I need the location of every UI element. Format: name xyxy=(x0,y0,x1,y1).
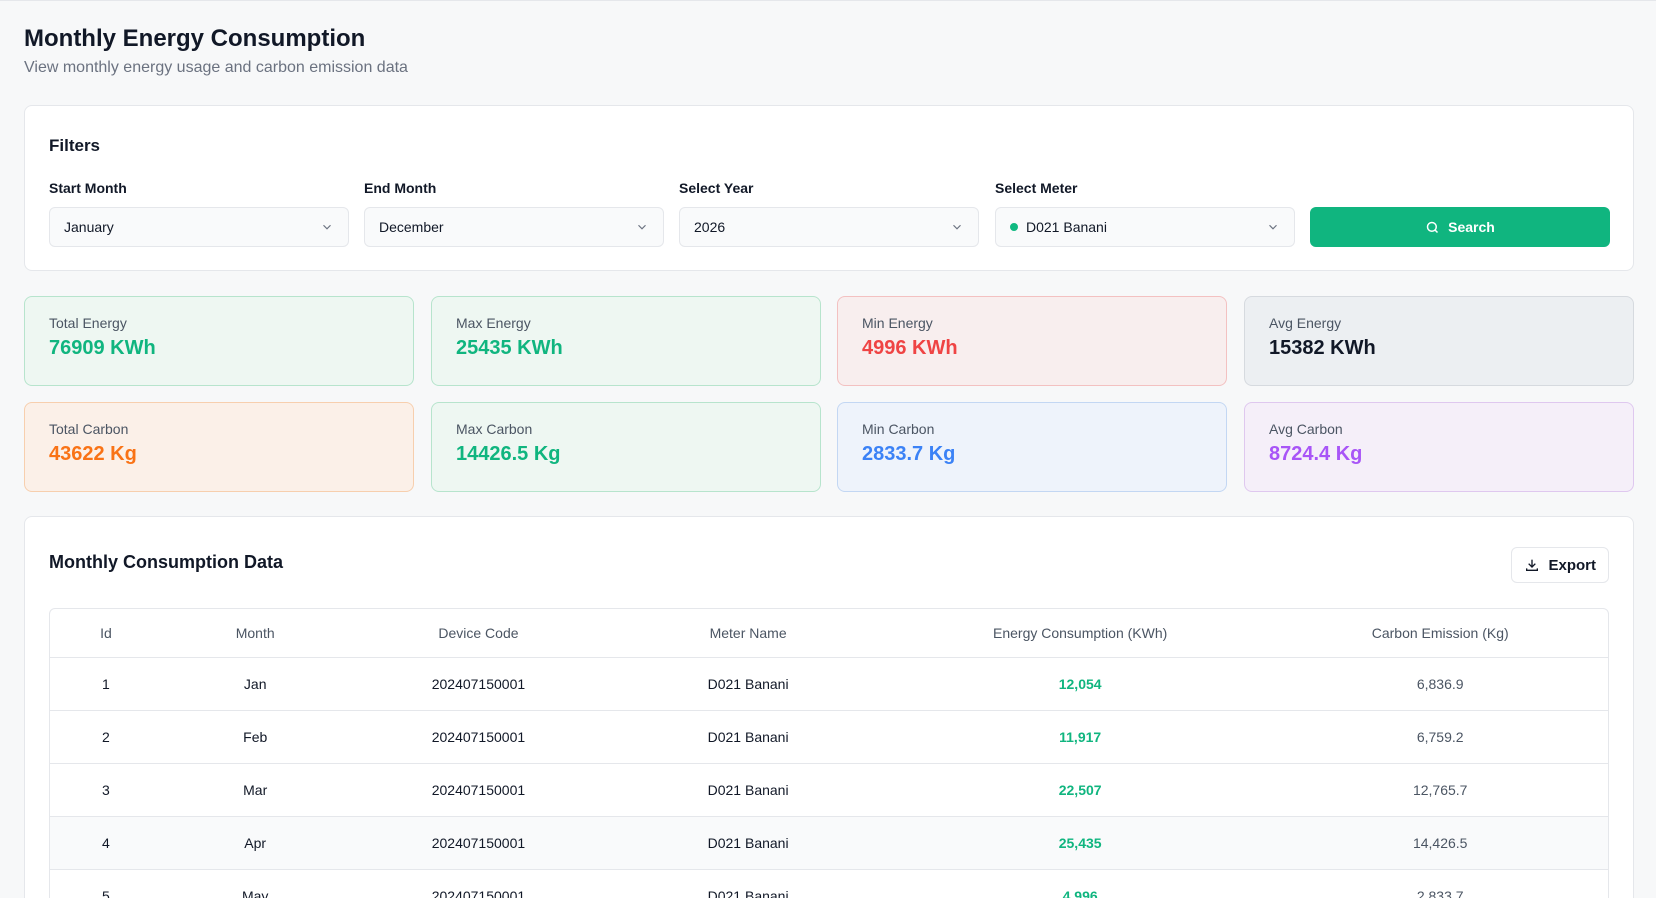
meter-select[interactable]: D021 Banani xyxy=(995,207,1295,247)
table-row[interactable]: 3 Mar 202407150001 D021 Banani 22,507 12… xyxy=(50,763,1608,817)
stat-label: Avg Carbon xyxy=(1269,421,1343,437)
table-row[interactable]: 2 Feb 202407150001 D021 Banani 11,917 6,… xyxy=(50,710,1608,764)
stat-value: 76909 KWh xyxy=(49,337,156,359)
cell-meter-name: D021 Banani xyxy=(608,710,888,764)
stat-value: 25435 KWh xyxy=(456,337,563,359)
cell-meter-name: D021 Banani xyxy=(608,869,888,898)
table-title: Monthly Consumption Data xyxy=(49,552,283,572)
search-button[interactable]: Search xyxy=(1310,207,1610,247)
stat-max-energy: Max Energy 25435 KWh xyxy=(431,296,821,386)
status-dot-icon xyxy=(1010,223,1018,231)
chevron-down-icon xyxy=(638,224,646,230)
column-header-device-code[interactable]: Device Code xyxy=(348,609,609,658)
page-subtitle: View monthly energy usage and carbon emi… xyxy=(24,59,408,76)
cell-device-code: 202407150001 xyxy=(348,763,609,817)
column-header-month[interactable]: Month xyxy=(161,609,349,658)
stat-min-carbon: Min Carbon 2833.7 Kg xyxy=(837,402,1227,492)
filters-title: Filters xyxy=(49,136,101,155)
cell-id: 5 xyxy=(50,869,162,898)
stat-min-energy: Min Energy 4996 KWh xyxy=(837,296,1227,386)
year-label: Select Year xyxy=(679,180,754,196)
table-row[interactable]: 4 Apr 202407150001 D021 Banani 25,435 14… xyxy=(50,816,1608,870)
cell-device-code: 202407150001 xyxy=(348,816,609,870)
start-month-label: Start Month xyxy=(49,180,127,196)
stat-label: Max Energy xyxy=(456,315,531,331)
filters-card: Filters Start Month January End Month De… xyxy=(24,105,1634,271)
page: Monthly Energy Consumption View monthly … xyxy=(24,1,1634,898)
consumption-table-card: Monthly Consumption Data Export Id Month… xyxy=(24,516,1634,898)
cell-carbon: 6,759.2 xyxy=(1272,710,1608,764)
stat-label: Max Carbon xyxy=(456,421,533,437)
cell-month: Feb xyxy=(161,710,349,764)
cell-device-code: 202407150001 xyxy=(348,869,609,898)
start-month-select[interactable]: January xyxy=(49,207,349,247)
year-value: 2026 xyxy=(694,219,726,235)
page-title: Monthly Energy Consumption xyxy=(24,25,366,52)
cell-id: 2 xyxy=(50,710,162,764)
cell-month: Apr xyxy=(161,816,349,870)
stat-value: 15382 KWh xyxy=(1269,337,1376,359)
cell-month: Jan xyxy=(161,657,349,711)
stat-value: 8724.4 Kg xyxy=(1269,443,1363,465)
meter-label: Select Meter xyxy=(995,180,1078,196)
cell-energy: 4,996 xyxy=(887,869,1273,898)
meter-value: D021 Banani xyxy=(1026,219,1107,235)
stat-label: Avg Energy xyxy=(1269,315,1342,331)
cell-carbon: 6,836.9 xyxy=(1272,657,1608,711)
cell-meter-name: D021 Banani xyxy=(608,816,888,870)
column-header-id[interactable]: Id xyxy=(50,609,162,658)
stat-value: 43622 Kg xyxy=(49,443,137,465)
cell-carbon: 12,765.7 xyxy=(1272,763,1608,817)
chevron-down-icon xyxy=(323,224,331,230)
stat-label: Min Carbon xyxy=(862,421,935,437)
cell-meter-name: D021 Banani xyxy=(608,657,888,711)
stat-total-carbon: Total Carbon 43622 Kg xyxy=(24,402,414,492)
stat-avg-carbon: Avg Carbon 8724.4 Kg xyxy=(1244,402,1634,492)
stat-value: 14426.5 Kg xyxy=(456,443,561,465)
cell-id: 4 xyxy=(50,816,162,870)
cell-carbon: 2,833.7 xyxy=(1272,869,1608,898)
table-header-row: Id Month Device Code Meter Name Energy C… xyxy=(50,609,1608,658)
column-header-meter-name[interactable]: Meter Name xyxy=(608,609,888,658)
search-button-label: Search xyxy=(1448,219,1495,235)
start-month-value: January xyxy=(64,219,114,235)
stat-value: 4996 KWh xyxy=(862,337,958,359)
cell-month: May xyxy=(161,869,349,898)
end-month-label: End Month xyxy=(364,180,437,196)
chevron-down-icon xyxy=(1269,224,1277,230)
download-icon xyxy=(1526,559,1539,571)
cell-device-code: 202407150001 xyxy=(348,710,609,764)
end-month-value: December xyxy=(379,219,444,235)
table-row[interactable]: 5 May 202407150001 D021 Banani 4,996 2,8… xyxy=(50,869,1608,898)
stat-total-energy: Total Energy 76909 KWh xyxy=(24,296,414,386)
stat-avg-energy: Avg Energy 15382 KWh xyxy=(1244,296,1634,386)
search-icon xyxy=(1426,221,1439,233)
cell-id: 1 xyxy=(50,657,162,711)
cell-energy: 25,435 xyxy=(887,816,1273,870)
column-header-energy[interactable]: Energy Consumption (KWh) xyxy=(887,609,1273,658)
year-select[interactable]: 2026 xyxy=(679,207,979,247)
cell-meter-name: D021 Banani xyxy=(608,763,888,817)
table-row[interactable]: 1 Jan 202407150001 D021 Banani 12,054 6,… xyxy=(50,657,1608,711)
stat-max-carbon: Max Carbon 14426.5 Kg xyxy=(431,402,821,492)
cell-energy: 11,917 xyxy=(887,710,1273,764)
stat-value: 2833.7 Kg xyxy=(862,443,956,465)
cell-month: Mar xyxy=(161,763,349,817)
cell-carbon: 14,426.5 xyxy=(1272,816,1608,870)
end-month-select[interactable]: December xyxy=(364,207,664,247)
export-button-label: Export xyxy=(1548,556,1596,574)
export-button[interactable]: Export xyxy=(1511,547,1609,583)
chevron-down-icon xyxy=(953,224,961,230)
stat-label: Total Energy xyxy=(49,315,127,331)
cell-device-code: 202407150001 xyxy=(348,657,609,711)
column-header-carbon[interactable]: Carbon Emission (Kg) xyxy=(1272,609,1608,658)
cell-energy: 22,507 xyxy=(887,763,1273,817)
consumption-table: Id Month Device Code Meter Name Energy C… xyxy=(49,608,1609,898)
stat-label: Total Carbon xyxy=(49,421,129,437)
cell-id: 3 xyxy=(50,763,162,817)
stat-label: Min Energy xyxy=(862,315,933,331)
cell-energy: 12,054 xyxy=(887,657,1273,711)
